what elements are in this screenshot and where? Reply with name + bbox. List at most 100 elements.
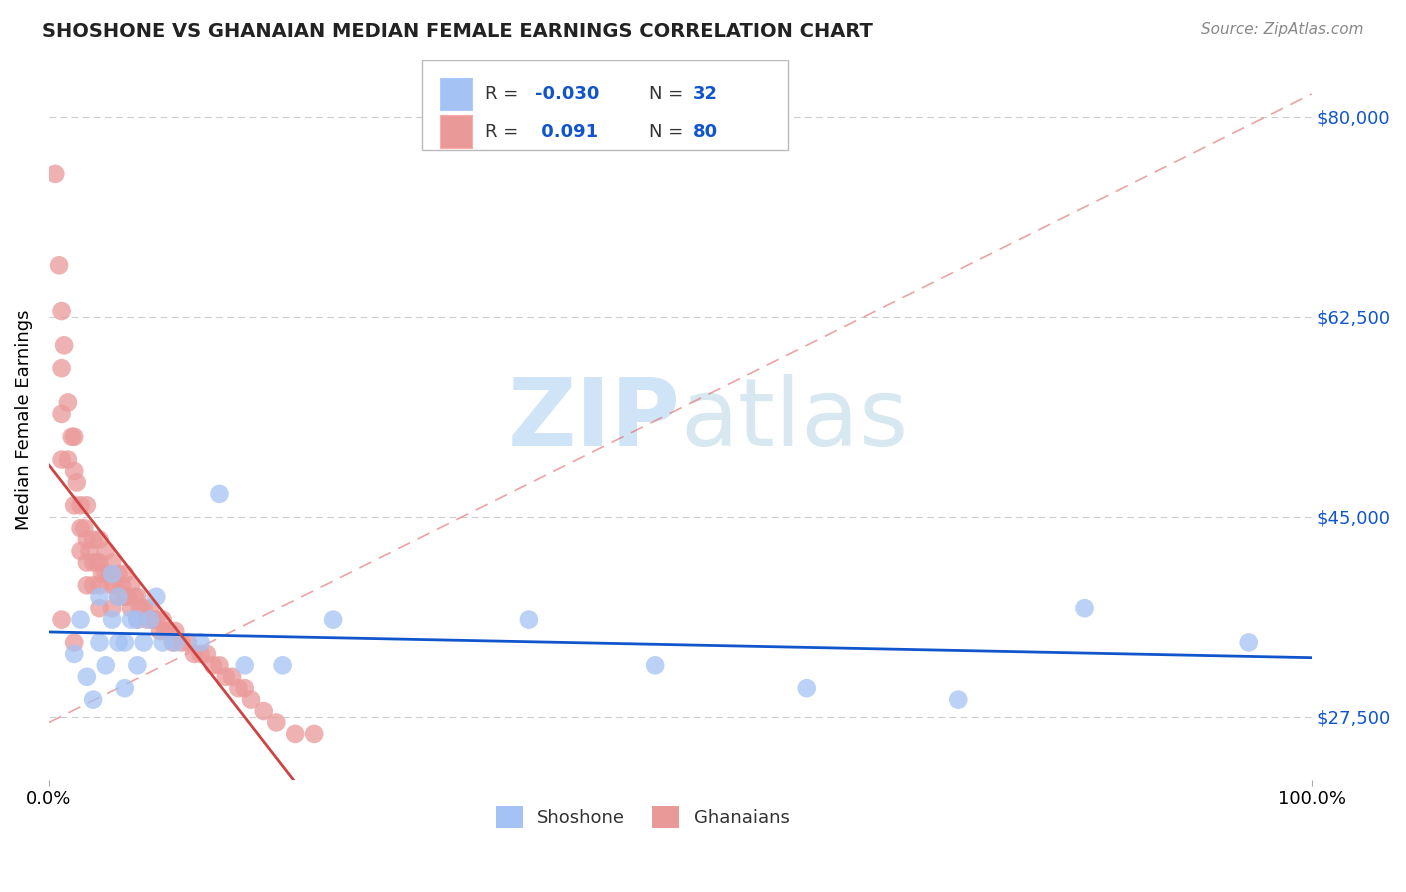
Point (56, 395, 79, 409)
Point (63, 430, 86, 444)
Bar (440, 115, 472, 148)
Point (202, 658, 225, 673)
Point (796, 681, 818, 696)
Point (114, 566, 136, 581)
Point (170, 635, 193, 649)
Point (82, 556, 104, 570)
Point (53, 338, 76, 352)
Point (157, 624, 180, 638)
Point (69, 544, 91, 558)
Text: ZIP: ZIP (508, 374, 681, 466)
Text: 32: 32 (693, 86, 718, 103)
Point (152, 613, 174, 627)
Point (120, 578, 142, 592)
Text: R =: R = (485, 86, 523, 103)
Point (107, 566, 129, 581)
Point (86, 556, 108, 570)
Point (124, 590, 146, 604)
Point (107, 635, 129, 649)
Point (271, 658, 294, 673)
Point (149, 624, 172, 638)
Point (104, 578, 127, 592)
Bar (440, 78, 472, 111)
Point (98, 566, 121, 581)
Point (120, 613, 142, 627)
Point (63, 647, 86, 661)
Point (76, 499, 98, 513)
Point (51, 361, 73, 376)
Y-axis label: Median Female Earnings: Median Female Earnings (15, 310, 32, 530)
Text: N =: N = (648, 122, 689, 141)
Point (60, 430, 83, 444)
Point (208, 658, 231, 673)
Point (91, 566, 114, 581)
Point (63, 499, 86, 513)
Text: SHOSHONE VS GHANAIAN MEDIAN FEMALE EARNINGS CORRELATION CHART: SHOSHONE VS GHANAIAN MEDIAN FEMALE EARNI… (42, 22, 873, 41)
Point (69, 499, 91, 513)
Point (266, 715, 288, 730)
Point (302, 727, 325, 741)
Point (101, 578, 124, 592)
Point (221, 670, 243, 684)
Point (101, 613, 124, 627)
Point (79, 544, 101, 558)
Text: R =: R = (485, 122, 523, 141)
Point (76, 578, 98, 592)
Point (132, 601, 155, 615)
Point (89, 556, 111, 570)
Point (139, 601, 162, 615)
Point (165, 624, 187, 638)
Point (107, 590, 129, 604)
Point (165, 635, 187, 649)
Point (120, 601, 142, 615)
Legend: Shoshone, Ghanaians: Shoshone, Ghanaians (488, 799, 797, 836)
Point (69, 521, 91, 535)
Point (89, 590, 111, 604)
FancyBboxPatch shape (422, 60, 787, 150)
Point (117, 590, 139, 604)
Point (132, 635, 155, 649)
Point (948, 692, 970, 706)
Point (152, 635, 174, 649)
Point (114, 681, 136, 696)
Point (136, 613, 159, 627)
Text: Source: ZipAtlas.com: Source: ZipAtlas.com (1201, 22, 1364, 37)
Point (76, 533, 98, 547)
Point (94, 566, 117, 581)
Point (101, 601, 124, 615)
Point (63, 635, 86, 649)
Point (145, 613, 167, 627)
Point (94, 658, 117, 673)
Point (208, 487, 231, 501)
Point (129, 601, 152, 615)
Point (127, 613, 149, 627)
Point (101, 556, 124, 570)
Point (51, 452, 73, 467)
Point (89, 533, 111, 547)
Point (111, 578, 134, 592)
Point (114, 635, 136, 649)
Point (51, 407, 73, 421)
Point (89, 601, 111, 615)
Point (76, 556, 98, 570)
Point (101, 566, 124, 581)
Point (82, 533, 104, 547)
Point (89, 578, 111, 592)
Point (1073, 601, 1095, 615)
Point (215, 670, 238, 684)
Point (114, 590, 136, 604)
Point (127, 613, 149, 627)
Text: 80: 80 (693, 122, 718, 141)
Point (66, 475, 89, 490)
Point (322, 613, 344, 627)
Point (233, 658, 256, 673)
Point (63, 464, 86, 478)
Point (228, 681, 250, 696)
Point (195, 647, 218, 661)
Point (517, 613, 540, 627)
Point (190, 635, 212, 649)
Point (76, 670, 98, 684)
Point (56, 452, 79, 467)
Point (644, 658, 666, 673)
Point (240, 692, 263, 706)
